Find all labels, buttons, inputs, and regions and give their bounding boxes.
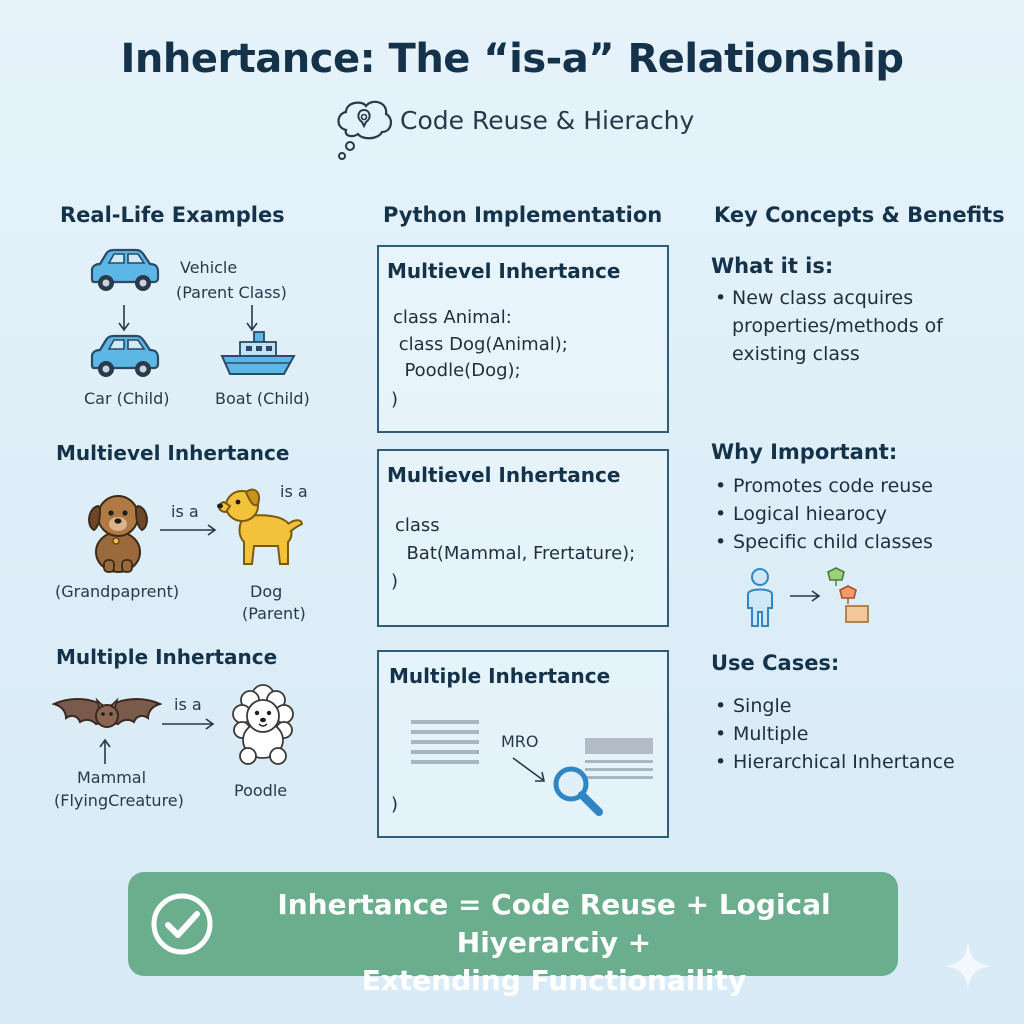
arrow-down-icon xyxy=(118,305,130,332)
arrow-up-icon xyxy=(99,738,111,764)
list-item: Logical hiearocy xyxy=(713,500,933,528)
multilevel-heading: Multievel Inhertance xyxy=(56,441,290,465)
sparkle-icon xyxy=(944,942,992,990)
page-title: Inhertance: The “is-a” Relationship xyxy=(120,36,904,82)
vehicle-label: Vehicle xyxy=(180,258,238,277)
why-important-list: Promotes code reuse Logical hiearocy Spe… xyxy=(713,472,933,556)
boat-child-label: Boat (Child) xyxy=(215,389,310,408)
code-box-multiple: Multiple Inhertance MRO ) xyxy=(377,650,669,838)
code-box-multilevel: Multievel Inhertance class Animal: class… xyxy=(377,245,669,433)
code-line: class Animal: xyxy=(393,307,512,328)
thought-bubble-icon xyxy=(337,100,392,160)
use-cases-heading: Use Cases: xyxy=(711,651,840,675)
dog-label: Dog xyxy=(250,582,283,601)
summary-banner: Inhertance = Code Reuse + Logical Hiyera… xyxy=(128,872,898,997)
magnifier-icon xyxy=(553,766,603,816)
arrow-down-icon xyxy=(246,305,258,332)
what-it-is-text: • New class acquires properties/methods o… xyxy=(715,287,943,365)
is-a-label: is a xyxy=(171,502,199,521)
why-important-heading: Why Important: xyxy=(711,440,898,464)
real-life-heading: Real-Life Examples xyxy=(60,203,285,227)
dog-parent-label: (Parent) xyxy=(242,604,306,623)
code-box-multilevel-2: Multievel Inhertance class Bat(Mammal, F… xyxy=(377,449,669,627)
summary-text: Inhertance = Code Reuse + Logical Hiyera… xyxy=(277,888,831,997)
code-line: class xyxy=(395,515,440,536)
text-lines-icon xyxy=(411,720,479,764)
text-block-icon xyxy=(585,738,653,779)
code-line: ) xyxy=(391,389,399,410)
poodle-icon xyxy=(232,684,294,765)
code-box-title: Multievel Inhertance xyxy=(387,259,621,283)
code-box-title: Multievel Inhertance xyxy=(387,463,621,487)
poodle-label: Poodle xyxy=(234,781,288,800)
car-icon xyxy=(90,334,160,377)
brown-dog-icon xyxy=(88,495,148,573)
list-item: Promotes code reuse xyxy=(713,472,933,500)
arrow-diagonal-icon xyxy=(512,757,545,782)
vehicle-sub-label: (Parent Class) xyxy=(176,283,287,302)
code-line: Poodle(Dog); xyxy=(393,360,521,381)
boat-icon xyxy=(220,331,296,375)
check-circle-icon xyxy=(151,893,213,955)
code-box-title: Multiple Inhertance xyxy=(389,664,611,688)
vehicle-car-icon xyxy=(90,248,160,291)
list-item: Multiple xyxy=(713,720,955,748)
list-item: Hierarchical Inhertance xyxy=(713,748,955,776)
bat-icon xyxy=(52,697,162,728)
key-concepts-heading: Key Concepts & Benefits xyxy=(714,203,1005,227)
list-item: Single xyxy=(713,692,955,720)
mammal-label: Mammal xyxy=(77,768,147,787)
page-subtitle: Code Reuse & Hierachy xyxy=(400,106,695,135)
is-a-label: is a xyxy=(174,695,202,714)
code-line: class Dog(Animal); xyxy=(393,334,568,355)
yellow-dog-icon xyxy=(217,488,304,565)
code-line: ) xyxy=(391,571,399,592)
multiple-heading: Multiple Inhertance xyxy=(56,645,278,669)
arrow-right-icon xyxy=(160,524,217,536)
arrow-right-icon xyxy=(162,718,215,730)
code-line: Bat(Mammal, Frertature); xyxy=(395,543,636,564)
python-impl-heading: Python Implementation xyxy=(383,203,663,227)
mammal-sub-label: (FlyingCreature) xyxy=(54,791,184,810)
mro-label: MRO xyxy=(501,732,539,751)
code-line: ) xyxy=(391,794,399,815)
grandparent-label: (Grandpaprent) xyxy=(55,582,180,601)
what-it-is-heading: What it is: xyxy=(711,254,834,278)
list-item: Specific child classes xyxy=(713,528,933,556)
hierarchy-icon xyxy=(747,567,869,627)
use-cases-list: Single Multiple Hierarchical Inhertance xyxy=(713,692,955,776)
car-child-label: Car (Child) xyxy=(84,389,170,408)
is-a-label: is a xyxy=(280,482,308,501)
